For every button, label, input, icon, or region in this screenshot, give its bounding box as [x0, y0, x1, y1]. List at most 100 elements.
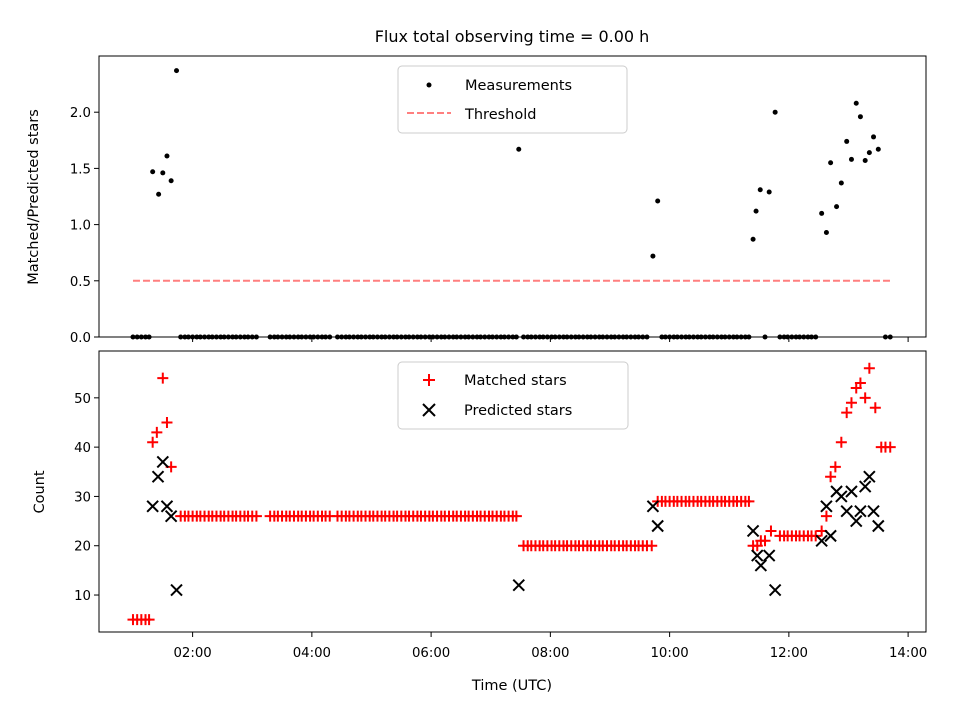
ratio-y-tick-label: 1.0 — [70, 219, 91, 234]
matched-star-point — [863, 362, 875, 374]
matched-star-point — [157, 372, 169, 384]
matched-star-point — [151, 426, 163, 438]
predicted-star-point — [820, 500, 833, 513]
measurement-point — [838, 180, 844, 186]
measurement-point — [871, 134, 877, 140]
count-panel-frame — [98, 350, 927, 633]
ratio-panel-ticks: 0.0 0.5 1.0 1.5 2.0 — [70, 106, 909, 346]
matched-star-point — [765, 525, 777, 537]
count-y-tick-label: 50 — [74, 392, 91, 407]
measurement-point — [164, 153, 170, 159]
measurement-point — [866, 150, 872, 156]
measurement-point — [160, 170, 166, 176]
predicted-star-point — [854, 505, 867, 518]
count-y-tick-label: 20 — [74, 540, 91, 555]
matched-star-point — [854, 377, 866, 389]
predicted-star-point — [146, 500, 159, 513]
matched-star-point — [759, 535, 771, 547]
measurement-point — [655, 198, 661, 204]
ratio-panel-y-axis-label: Matched/Predicted stars — [26, 109, 42, 285]
matched-star-point — [845, 397, 857, 409]
ratio-legend-box — [397, 65, 628, 134]
measurement-point — [853, 100, 859, 106]
matched-star-point — [835, 436, 847, 448]
measurement-point — [857, 114, 863, 120]
matched-star-point — [143, 614, 155, 626]
predicted-star-point — [863, 470, 876, 483]
predicted-star-point — [768, 583, 782, 597]
measurement-point — [875, 146, 881, 152]
measurement-point — [772, 109, 778, 115]
measurement-point — [516, 146, 522, 152]
predicted-star-point — [835, 490, 848, 503]
matched-star-point — [859, 392, 871, 404]
predicted-star-point — [751, 549, 764, 562]
predicted-star-point — [872, 519, 885, 533]
x-tick-label: 06:00 — [412, 646, 450, 661]
measurements-legend-label: Measurements — [465, 78, 572, 94]
predicted-star-point — [170, 583, 183, 597]
count-panel-ticks: 10 20 30 40 50 02:00 04:00 06:00 08:00 10:00 12:00… — [74, 392, 927, 661]
predicted-legend-marker — [422, 403, 436, 417]
ratio-panel-frame — [98, 55, 927, 338]
matched-star-point — [743, 495, 755, 507]
measurement-point — [844, 138, 850, 144]
matched-star-point — [829, 461, 841, 473]
measurement-point — [156, 191, 162, 197]
matched-star-point — [250, 510, 262, 522]
predicted-star-point — [754, 559, 768, 572]
measurement-point — [766, 189, 772, 195]
predicted-star-point — [824, 529, 837, 543]
measurement-point — [848, 156, 854, 162]
matched-star-point — [510, 510, 522, 522]
measurement-point — [828, 160, 834, 166]
measurement-point — [753, 208, 759, 214]
x-tick-label: 08:00 — [531, 646, 569, 661]
predicted-star-point — [762, 549, 776, 562]
ratio-panel-legend: Measurements Threshold — [397, 65, 628, 134]
measurement-point — [750, 236, 756, 242]
x-tick-label: 02:00 — [173, 646, 211, 661]
ratio-y-tick-label: 0.5 — [70, 275, 91, 290]
predicted-star-point — [651, 519, 664, 533]
x-tick-label: 14:00 — [889, 646, 927, 661]
predicted-star-point — [151, 470, 165, 483]
predicted-star-point — [867, 505, 880, 518]
threshold-legend-label: Threshold — [464, 107, 536, 123]
matched-star-point — [884, 441, 896, 453]
measurement-point — [150, 169, 156, 175]
count-panel-legend: Matched stars Predicted stars — [397, 361, 629, 430]
count-y-tick-label: 10 — [74, 589, 91, 604]
matched-star-point — [869, 402, 881, 414]
measurement-point — [834, 204, 840, 210]
predicted-legend-label: Predicted stars — [464, 403, 572, 419]
matched-legend-label: Matched stars — [464, 373, 567, 389]
measurement-point — [650, 253, 656, 259]
count-panel-marks — [127, 362, 896, 626]
measurement-point — [174, 68, 180, 74]
predicted-star-point — [156, 455, 170, 469]
ratio-panel: 0.00.51.01.52.0 Matched/Predicted stars … — [26, 55, 927, 346]
predicted-star-point — [850, 514, 863, 528]
x-tick-label: 12:00 — [770, 646, 808, 661]
predicted-star-point — [858, 480, 872, 493]
matched-legend-marker — [423, 374, 435, 386]
matched-star-point — [825, 471, 837, 483]
count-panel-y-axis-label: Count — [32, 470, 48, 513]
matched-star-point — [147, 436, 159, 448]
predicted-star-point — [646, 500, 660, 513]
ratio-y-tick-label: 0.0 — [70, 331, 91, 346]
matched-star-point — [841, 407, 853, 419]
predicted-star-point — [164, 509, 178, 523]
ratio-y-tick-label: 1.5 — [70, 162, 91, 177]
measurement-point — [757, 187, 763, 193]
predicted-star-point — [512, 578, 525, 592]
measurement-point — [823, 229, 829, 235]
count-y-tick-label: 40 — [74, 441, 91, 456]
ratio-y-tick-label: 2.0 — [70, 106, 91, 121]
matched-star-point — [820, 510, 832, 522]
measurement-point — [819, 210, 825, 216]
x-tick-label: 04:00 — [293, 646, 331, 661]
predicted-star-point — [746, 524, 760, 538]
